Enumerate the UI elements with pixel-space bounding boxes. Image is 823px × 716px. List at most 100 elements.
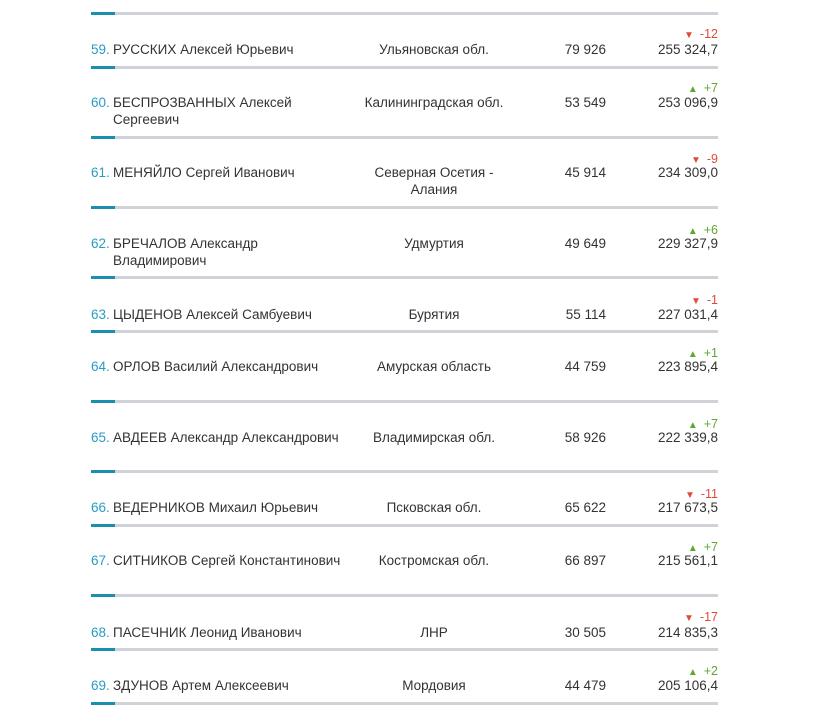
income: 222 339,8 <box>657 430 718 445</box>
table-row: 60. БЕСПРОЗВАННЫХ Алексей Сергеевич Кали… <box>91 81 718 139</box>
rank-number: 66. <box>91 500 110 515</box>
up-arrow-icon: ▲ <box>687 543 698 554</box>
table-row: 66. ВЕДЕРНИКОВ Михаил Юрьевич Псковская … <box>91 487 718 527</box>
region: Северная Осетия - Алания <box>374 165 494 197</box>
votes: 44 759 <box>564 359 606 374</box>
rank-change-value: +7 <box>703 540 718 554</box>
rank-change-value: +2 <box>703 664 718 678</box>
income: 217 673,5 <box>657 500 718 515</box>
income: 205 106,4 <box>657 678 718 693</box>
income: 223 895,4 <box>657 359 718 374</box>
region: Ульяновская обл. <box>379 42 489 57</box>
rank-number: 59. <box>91 42 110 57</box>
region: Псковская обл. <box>386 500 482 515</box>
table-row: 67. СИТНИКОВ Сергей Константинович Костр… <box>91 540 718 597</box>
rank-change: ▲ +2 <box>688 664 718 680</box>
region: ЛНР <box>420 625 448 640</box>
row-divider <box>91 12 718 15</box>
rank-change: ▼ -12 <box>684 27 718 43</box>
person-name: СИТНИКОВ Сергей Константинович <box>113 553 341 568</box>
votes: 30 505 <box>564 625 606 640</box>
person-name: МЕНЯЙЛО Сергей Иванович <box>113 165 295 180</box>
region: Бурятия <box>408 307 460 322</box>
income: 253 096,9 <box>657 95 718 110</box>
rank-change: ▼ -11 <box>685 487 718 503</box>
votes: 44 479 <box>564 678 606 693</box>
table-row: 63. ЦЫДЕНОВ Алексей Самбуевич Бурятия 55… <box>91 293 718 333</box>
rank-number: 67. <box>91 553 110 568</box>
votes: 65 622 <box>564 500 606 515</box>
rank-change-value: +6 <box>703 223 718 237</box>
person-name: БЕСПРОЗВАННЫХ Алексей Сергеевич <box>113 95 292 127</box>
rank-change-value: +1 <box>703 346 718 360</box>
region: Калининградская обл. <box>364 95 504 110</box>
rank-change-value: +7 <box>703 417 718 431</box>
up-arrow-icon: ▲ <box>687 667 698 678</box>
rank-number: 63. <box>91 307 110 322</box>
person-name: АВДЕЕВ Александр Александрович <box>113 430 339 445</box>
region: Владимирская обл. <box>373 430 495 445</box>
region: Мордовия <box>402 678 466 693</box>
up-arrow-icon: ▲ <box>687 84 698 95</box>
rank-change-value: +7 <box>703 81 718 95</box>
down-arrow-icon: ▼ <box>684 490 695 501</box>
rank-change: ▲ +7 <box>688 417 718 433</box>
down-arrow-icon: ▼ <box>684 30 694 41</box>
votes: 66 897 <box>564 553 606 568</box>
rank-number: 62. <box>91 236 110 251</box>
income: 255 324,7 <box>657 42 718 57</box>
votes: 53 549 <box>564 95 606 110</box>
rank-number: 65. <box>91 430 110 445</box>
person-name: ЦЫДЕНОВ Алексей Самбуевич <box>113 307 312 322</box>
up-arrow-icon: ▲ <box>687 226 698 237</box>
person-name: РУССКИХ Алексей Юрьевич <box>113 42 294 57</box>
person-name: БРЕЧАЛОВ Александр Владимирович <box>113 236 258 268</box>
up-arrow-icon: ▲ <box>687 420 698 431</box>
rank-change: ▲ +7 <box>688 540 718 556</box>
votes: 58 926 <box>564 430 606 445</box>
rank-number: 61. <box>91 165 110 180</box>
rank-number: 68. <box>91 625 110 640</box>
table-row: 69. ЗДУНОВ Артем Алексеевич Мордовия 44 … <box>91 664 718 705</box>
income: 215 561,1 <box>657 553 718 568</box>
down-arrow-icon: ▼ <box>690 155 701 166</box>
votes: 49 649 <box>564 236 606 251</box>
table-row: 65. АВДЕЕВ Александр Александрович Влади… <box>91 417 718 473</box>
rank-number: 60. <box>91 95 110 110</box>
votes: 79 926 <box>564 42 606 57</box>
rank-change: ▲ +1 <box>688 346 718 362</box>
rank-change: ▼ -17 <box>684 610 718 626</box>
person-name: ЗДУНОВ Артем Алексеевич <box>113 678 289 693</box>
table-row: 64. ОРЛОВ Василий Александрович Амурская… <box>91 346 718 403</box>
votes: 45 914 <box>564 165 606 180</box>
rank-change-value: -1 <box>706 293 718 307</box>
table-row: 61. МЕНЯЙЛО Сергей Иванович Северная Осе… <box>91 152 718 209</box>
rank-change: ▲ +6 <box>688 223 718 239</box>
region: Костромская обл. <box>378 553 490 568</box>
person-name: ВЕДЕРНИКОВ Михаил Юрьевич <box>113 500 319 515</box>
income: 227 031,4 <box>657 307 718 322</box>
table-row: 59. РУССКИХ Алексей Юрьевич Ульяновская … <box>91 27 718 69</box>
up-arrow-icon: ▲ <box>687 349 698 360</box>
down-arrow-icon: ▼ <box>690 296 701 307</box>
rank-change: ▲ +7 <box>688 81 718 97</box>
rank-number: 69. <box>91 678 110 693</box>
rank-change: ▼ -9 <box>691 152 718 168</box>
income: 229 327,9 <box>657 236 718 251</box>
income: 234 309,0 <box>657 165 718 180</box>
person-name: ПАСЕЧНИК Леонид Иванович <box>113 625 302 640</box>
rank-change: ▼ -1 <box>691 293 718 309</box>
table-row: 68. ПАСЕЧНИК Леонид Иванович ЛНР 30 505 … <box>91 610 718 651</box>
rank-change-value: -17 <box>699 610 718 624</box>
rank-change-value: -9 <box>706 152 718 166</box>
region: Амурская область <box>376 359 492 374</box>
down-arrow-icon: ▼ <box>684 613 694 624</box>
rank-change-value: -11 <box>700 487 718 501</box>
person-name: ОРЛОВ Василий Александрович <box>113 359 319 374</box>
votes: 55 114 <box>565 307 606 322</box>
income: 214 835,3 <box>657 625 718 640</box>
rank-change-value: -12 <box>699 27 718 41</box>
region: Удмуртия <box>404 236 464 251</box>
table-row: 62. БРЕЧАЛОВ Александр Владимирович Удму… <box>91 223 718 279</box>
